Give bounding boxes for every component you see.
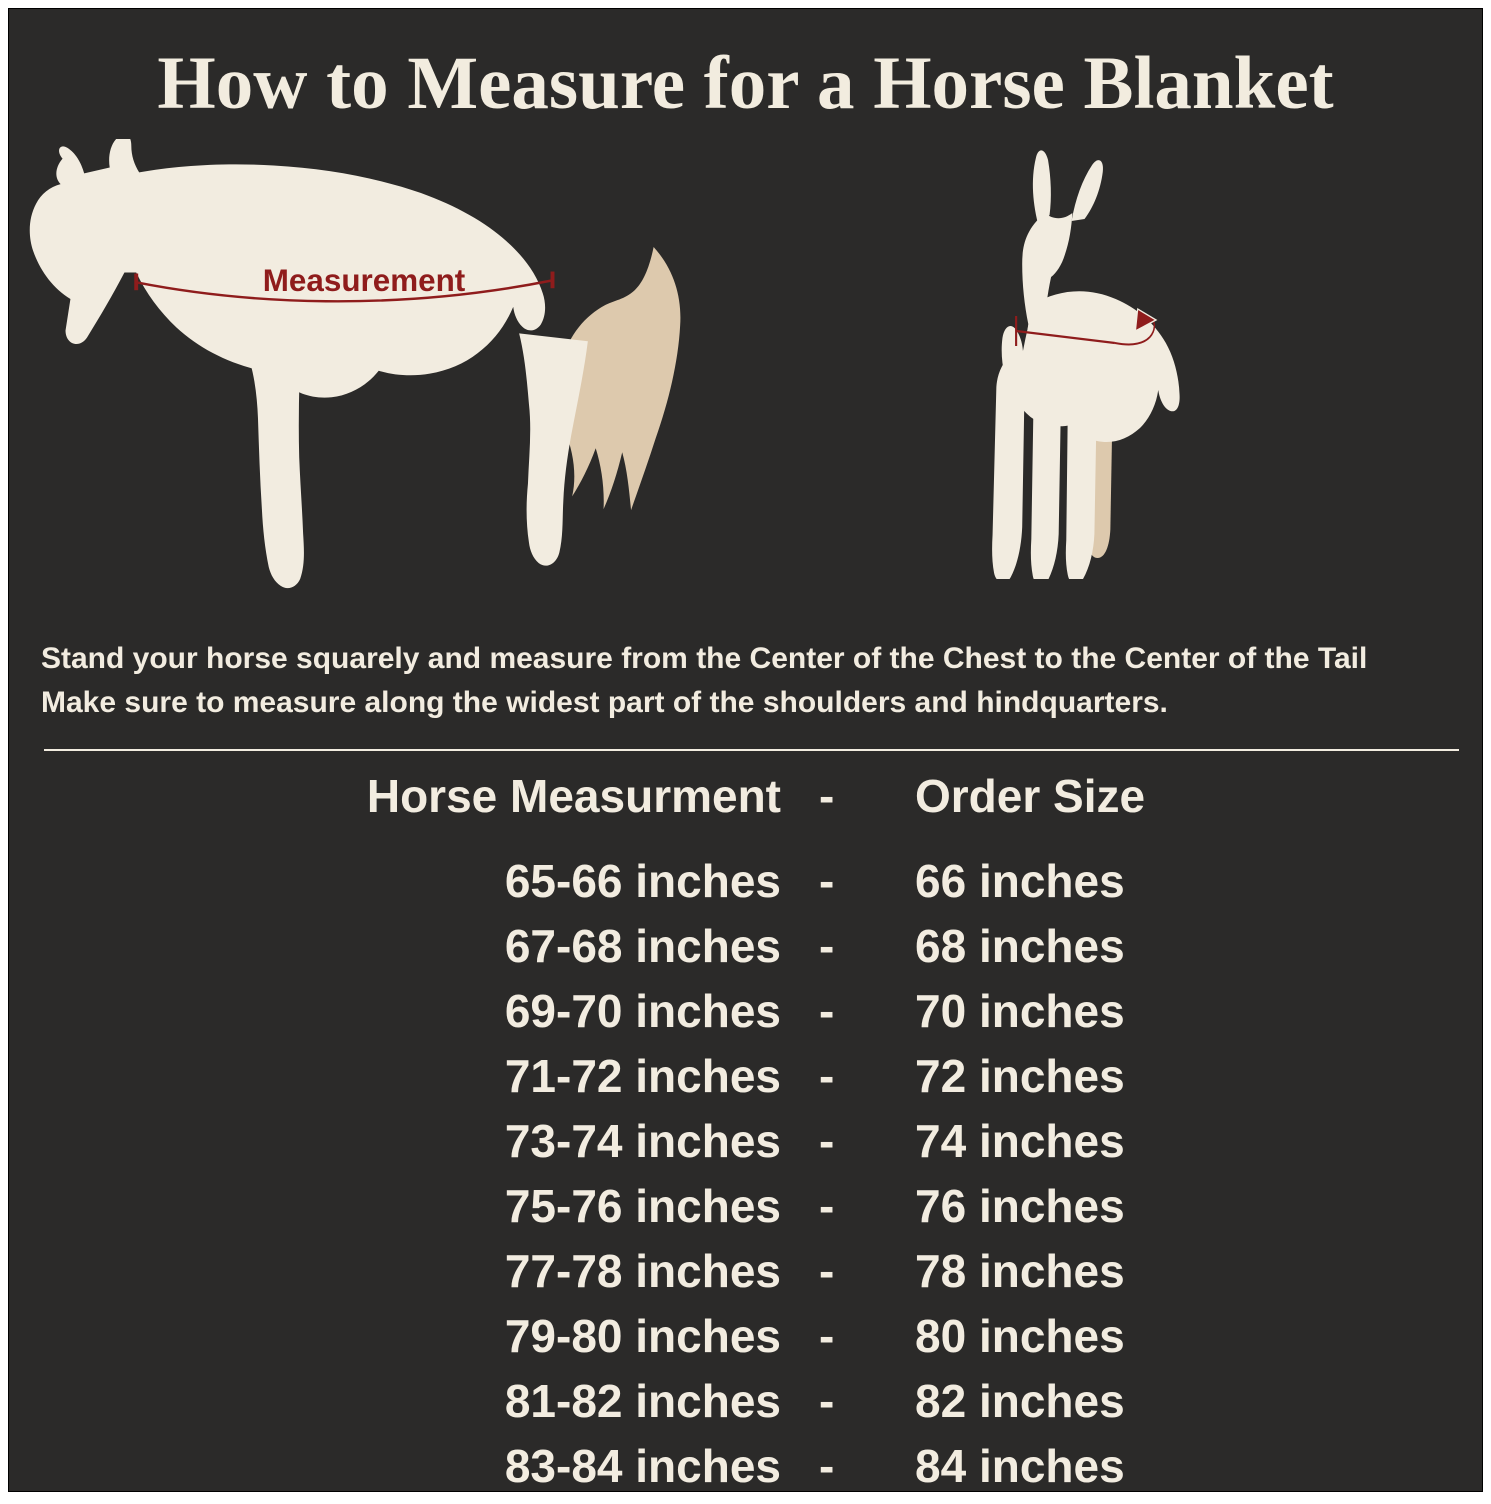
svg-text:Measurement: Measurement [263, 263, 466, 298]
